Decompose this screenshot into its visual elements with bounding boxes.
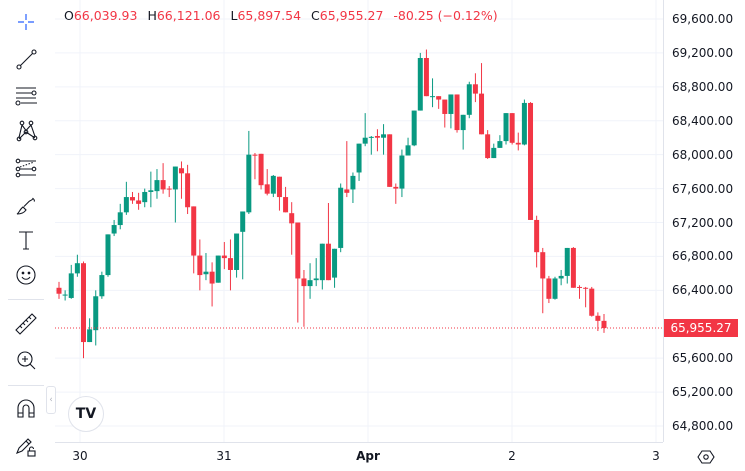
time-tick: Apr [356, 449, 380, 463]
open-value: 66,039.93 [73, 8, 138, 23]
last-price-label: 65,955.27 [664, 319, 738, 338]
ruler-icon[interactable] [9, 309, 43, 339]
text-icon[interactable] [9, 225, 43, 255]
emoji-icon[interactable] [9, 260, 43, 290]
open-label: O [64, 8, 74, 23]
price-tick: 68,800.00 [672, 79, 734, 94]
tradingview-logo[interactable]: TV [68, 396, 104, 432]
price-tick: 68,400.00 [672, 113, 734, 128]
collapse-toolbar-button[interactable]: ‹ [46, 386, 56, 414]
pattern-icon[interactable] [9, 116, 43, 146]
trend-line-icon[interactable] [9, 45, 43, 75]
price-tick: 65,200.00 [672, 385, 734, 400]
price-tick: 67,600.00 [672, 181, 734, 196]
time-tick: 3 [652, 449, 660, 463]
time-tick: 30 [72, 449, 88, 463]
drawing-toolbar [0, 0, 52, 470]
price-tick: 66,400.00 [672, 283, 734, 298]
price-tick: 68,000.00 [672, 147, 734, 162]
time-tick: 31 [216, 449, 232, 463]
zoom-in-icon[interactable] [9, 345, 43, 375]
magnet-icon[interactable] [9, 394, 43, 424]
close-label: C [311, 8, 320, 23]
chart-pane[interactable] [55, 0, 663, 442]
brush-icon[interactable] [9, 190, 43, 220]
toolbar-divider [8, 299, 44, 300]
price-tick: 64,800.00 [672, 419, 734, 433]
candlestick-plot[interactable] [55, 0, 663, 442]
low-label: L [230, 8, 238, 23]
high-label: H [147, 8, 157, 23]
low-value: 65,897.54 [237, 8, 302, 23]
time-tick: 2 [508, 449, 516, 463]
settings-gear-icon[interactable] [697, 448, 715, 466]
price-tick: 69,600.00 [672, 12, 734, 26]
price-axis[interactable]: 69,600.00 69,200.00 68,800.00 68,400.00 68,0… [663, 0, 745, 442]
high-value: 66,121.06 [156, 8, 221, 23]
price-tick: 67,200.00 [672, 215, 734, 230]
toolbar-divider [8, 385, 44, 386]
price-tick: 66,800.00 [672, 249, 734, 264]
change-value: -80.25 (−0.12%) [393, 8, 498, 23]
price-tick: 65,600.00 [672, 351, 734, 366]
forecast-icon[interactable] [9, 153, 43, 183]
crosshair-icon[interactable] [9, 7, 43, 37]
fib-retracement-icon[interactable] [9, 81, 43, 111]
price-tick: 69,200.00 [672, 45, 734, 60]
time-axis[interactable]: 30 31 Apr 2 3 [55, 442, 663, 471]
lock-drawing-icon[interactable] [9, 431, 43, 461]
ohlc-legend: O66,039.93 H66,121.06 L65,897.54 C65,955… [64, 8, 504, 23]
close-value: 65,955.27 [319, 8, 384, 23]
